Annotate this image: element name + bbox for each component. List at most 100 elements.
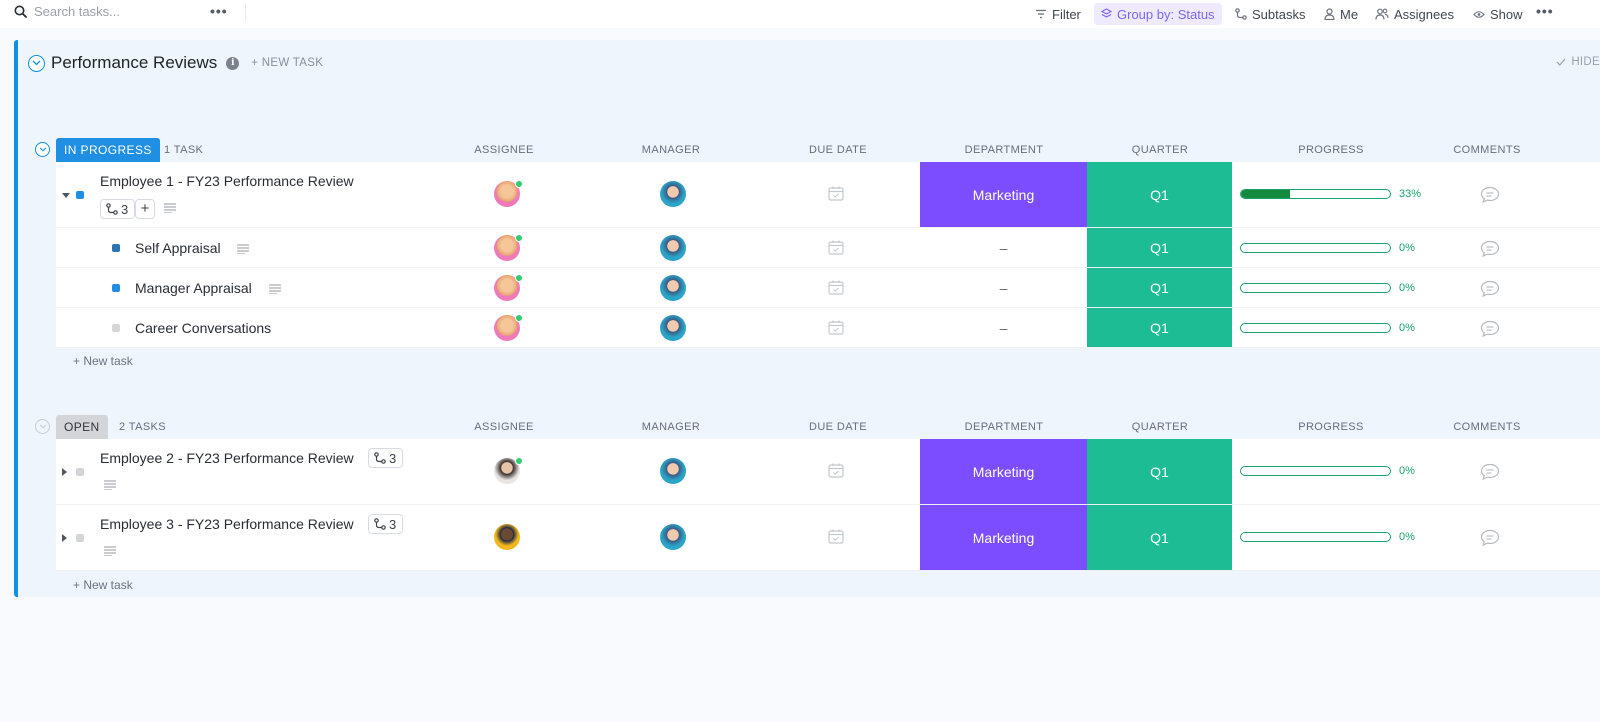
- column-header-comments[interactable]: COMMENTS: [1453, 144, 1521, 156]
- add-subtask-button[interactable]: +: [135, 199, 155, 219]
- quarter-cell[interactable]: Q1: [1087, 439, 1232, 504]
- hide-button[interactable]: HIDE: [1556, 56, 1600, 68]
- description-icon[interactable]: [104, 546, 116, 556]
- quarter-cell[interactable]: Q1: [1087, 228, 1232, 267]
- task-name[interactable]: Employee 3 - FY23 Performance Review: [100, 516, 354, 532]
- department-cell[interactable]: –: [920, 308, 1087, 347]
- table-row[interactable]: Employee 3 - FY23 Performance Review 3 M…: [56, 505, 1600, 571]
- status-badge[interactable]: OPEN: [56, 415, 108, 439]
- column-header-manager[interactable]: MANAGER: [641, 144, 701, 156]
- show-button[interactable]: Show: [1469, 3, 1527, 25]
- manager-avatar[interactable]: [660, 235, 686, 261]
- new-task-button[interactable]: + NEW TASK: [251, 57, 324, 69]
- table-row[interactable]: Career Conversations – Q1 0%: [56, 308, 1600, 348]
- table-row[interactable]: Self Appraisal – Q1 0%: [56, 228, 1600, 268]
- calendar-icon[interactable]: [828, 280, 844, 295]
- status-square-icon[interactable]: [112, 284, 120, 292]
- department-cell[interactable]: Marketing: [920, 162, 1087, 227]
- quarter-cell[interactable]: Q1: [1087, 308, 1232, 347]
- collapse-list-button[interactable]: [28, 54, 45, 72]
- me-button[interactable]: Me: [1320, 3, 1362, 25]
- department-cell[interactable]: Marketing: [920, 505, 1087, 570]
- subtask-count-badge[interactable]: 3: [368, 448, 404, 468]
- manager-avatar[interactable]: [660, 275, 686, 301]
- column-header-due-date[interactable]: DUE DATE: [808, 421, 868, 433]
- manager-avatar[interactable]: [660, 524, 686, 550]
- comment-icon[interactable]: [1480, 280, 1500, 298]
- calendar-icon[interactable]: [828, 463, 844, 478]
- description-icon[interactable]: [237, 244, 249, 254]
- column-header-quarter[interactable]: QUARTER: [1131, 144, 1189, 156]
- column-header-progress[interactable]: PROGRESS: [1298, 144, 1364, 156]
- task-name[interactable]: Employee 2 - FY23 Performance Review: [100, 450, 354, 466]
- expand-caret-icon[interactable]: [62, 193, 70, 198]
- column-header-due-date[interactable]: DUE DATE: [808, 144, 868, 156]
- calendar-icon[interactable]: [828, 186, 844, 201]
- assignee-avatar[interactable]: [494, 457, 523, 484]
- new-task-link[interactable]: + New task: [73, 354, 133, 368]
- department-cell[interactable]: Marketing: [920, 439, 1087, 504]
- column-header-assignee[interactable]: ASSIGNEE: [474, 144, 534, 156]
- subtasks-button[interactable]: Subtasks: [1231, 3, 1309, 25]
- description-icon[interactable]: [164, 203, 176, 213]
- manager-avatar[interactable]: [660, 181, 686, 207]
- status-square-icon[interactable]: [112, 244, 120, 252]
- calendar-icon[interactable]: [828, 240, 844, 255]
- column-header-quarter[interactable]: QUARTER: [1131, 421, 1189, 433]
- status-square-icon[interactable]: [76, 468, 84, 476]
- expand-caret-icon[interactable]: [62, 468, 67, 476]
- task-name[interactable]: Manager Appraisal: [135, 280, 252, 296]
- quarter-cell[interactable]: Q1: [1087, 268, 1232, 307]
- comment-icon[interactable]: [1480, 463, 1500, 481]
- status-square-icon[interactable]: [76, 534, 84, 542]
- collapse-group-button[interactable]: [35, 419, 50, 434]
- search-input[interactable]: [34, 4, 204, 19]
- status-square-icon[interactable]: [76, 191, 84, 199]
- assignee-avatar[interactable]: [494, 274, 523, 301]
- subtask-count-badge[interactable]: 3: [368, 514, 404, 534]
- department-cell[interactable]: –: [920, 268, 1087, 307]
- table-row[interactable]: Employee 2 - FY23 Performance Review 3 M…: [56, 439, 1600, 505]
- comment-icon[interactable]: [1480, 320, 1500, 338]
- table-row[interactable]: Manager Appraisal – Q1 0%: [56, 268, 1600, 308]
- column-header-assignee[interactable]: ASSIGNEE: [474, 421, 534, 433]
- assignee-avatar[interactable]: [494, 234, 523, 261]
- search-box[interactable]: [14, 4, 204, 19]
- status-square-icon[interactable]: [112, 324, 120, 332]
- column-header-manager[interactable]: MANAGER: [641, 421, 701, 433]
- comment-icon[interactable]: [1480, 186, 1500, 204]
- comment-icon[interactable]: [1480, 240, 1500, 258]
- expand-caret-icon[interactable]: [62, 534, 67, 542]
- manager-avatar[interactable]: [660, 315, 686, 341]
- column-header-department[interactable]: DEPARTMENT: [964, 144, 1044, 156]
- assignees-button[interactable]: Assignees: [1371, 3, 1458, 25]
- search-options-button[interactable]: •••: [210, 3, 228, 19]
- comment-icon[interactable]: [1480, 529, 1500, 547]
- assignee-avatar[interactable]: [494, 524, 520, 550]
- description-icon[interactable]: [104, 480, 116, 490]
- filter-button[interactable]: Filter: [1031, 3, 1085, 25]
- task-name[interactable]: Self Appraisal: [135, 240, 221, 256]
- quarter-cell[interactable]: Q1: [1087, 505, 1232, 570]
- manager-avatar[interactable]: [660, 458, 686, 484]
- table-row[interactable]: Employee 1 - FY23 Performance Review 3 +…: [56, 162, 1600, 228]
- column-header-department[interactable]: DEPARTMENT: [964, 421, 1044, 433]
- description-icon[interactable]: [269, 284, 281, 294]
- more-options-button[interactable]: •••: [1536, 3, 1554, 19]
- quarter-cell[interactable]: Q1: [1087, 162, 1232, 227]
- calendar-icon[interactable]: [828, 320, 844, 335]
- subtask-count-badge[interactable]: 3: [100, 199, 136, 219]
- column-header-progress[interactable]: PROGRESS: [1298, 421, 1364, 433]
- assignee-avatar[interactable]: [494, 180, 523, 207]
- task-name[interactable]: Employee 1 - FY23 Performance Review: [100, 173, 354, 189]
- task-name[interactable]: Career Conversations: [135, 320, 272, 336]
- status-badge[interactable]: IN PROGRESS: [56, 138, 160, 162]
- info-icon[interactable]: i: [226, 56, 240, 70]
- collapse-group-button[interactable]: [35, 142, 50, 157]
- new-task-link[interactable]: + New task: [73, 578, 133, 592]
- assignee-avatar[interactable]: [494, 314, 523, 341]
- calendar-icon[interactable]: [828, 529, 844, 544]
- department-cell[interactable]: –: [920, 228, 1087, 267]
- group-by-button[interactable]: Group by: Status: [1094, 3, 1222, 25]
- column-header-comments[interactable]: COMMENTS: [1453, 421, 1521, 433]
